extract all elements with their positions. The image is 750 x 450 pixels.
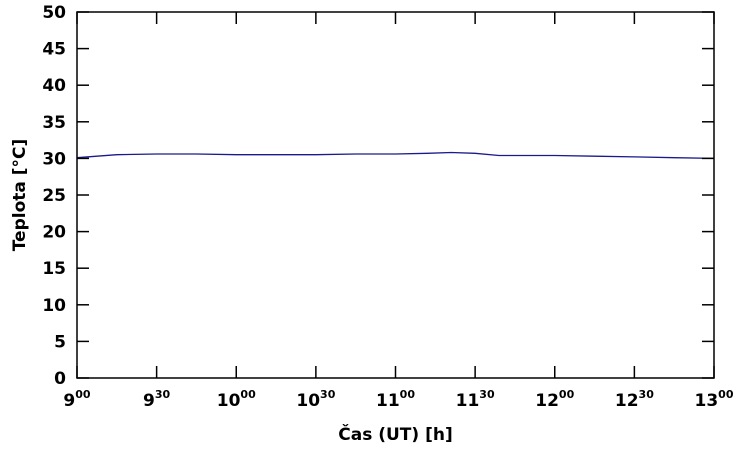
x-tick-label: 1130 bbox=[456, 388, 495, 411]
y-tick-label: 40 bbox=[42, 76, 66, 96]
y-tick-label: 25 bbox=[42, 186, 66, 206]
x-tick-hour: 9 bbox=[63, 391, 75, 411]
x-tick-minutes: 30 bbox=[155, 388, 171, 401]
x-tick-label: 1300 bbox=[695, 388, 734, 411]
x-tick-hour: 11 bbox=[376, 391, 400, 411]
x-tick-minutes: 00 bbox=[75, 388, 91, 401]
x-tick-label: 1000 bbox=[217, 388, 256, 411]
x-tick-minutes: 30 bbox=[639, 388, 655, 401]
x-tick-minutes: 30 bbox=[320, 388, 336, 401]
x-tick-hour: 10 bbox=[296, 391, 320, 411]
y-tick-label: 0 bbox=[54, 369, 66, 389]
x-tick-label: 930 bbox=[143, 388, 170, 411]
x-tick-minutes: 00 bbox=[240, 388, 256, 401]
series-layer bbox=[76, 151, 715, 160]
x-tick-hour: 12 bbox=[615, 391, 639, 411]
y-tick-label: 30 bbox=[42, 149, 66, 169]
x-tick-label: 1100 bbox=[376, 388, 415, 411]
x-tick-minutes: 00 bbox=[718, 388, 734, 401]
x-tick-label: 1230 bbox=[615, 388, 654, 411]
y-axis-title: Teplota [°C] bbox=[10, 139, 30, 252]
x-tick-label: 900 bbox=[63, 388, 90, 411]
x-tick-hour: 13 bbox=[695, 391, 719, 411]
series-line bbox=[76, 151, 715, 160]
y-tick-label: 45 bbox=[42, 40, 66, 60]
x-tick-minutes: 30 bbox=[479, 388, 495, 401]
plot-frame bbox=[76, 11, 715, 379]
x-axis: 900 930 1000 1030 1100 1130 1200 1230 1300 bbox=[63, 12, 734, 411]
y-tick-label: 20 bbox=[42, 223, 66, 243]
x-tick-label: 1030 bbox=[296, 388, 335, 411]
y-tick-label: 10 bbox=[42, 296, 66, 316]
y-tick-label: 35 bbox=[42, 113, 66, 133]
x-tick-hour: 10 bbox=[217, 391, 241, 411]
x-tick-hour: 11 bbox=[456, 391, 480, 411]
y-axis: 0 5 10 15 20 25 30 35 40 45 50 bbox=[42, 3, 714, 389]
x-tick-hour: 12 bbox=[535, 391, 559, 411]
x-tick-hour: 9 bbox=[143, 391, 155, 411]
x-tick-label: 1200 bbox=[535, 388, 574, 411]
y-tick-label: 15 bbox=[42, 259, 66, 279]
y-tick-label: 5 bbox=[54, 332, 66, 352]
x-tick-minutes: 00 bbox=[400, 388, 416, 401]
y-tick-label: 50 bbox=[42, 3, 66, 23]
x-tick-minutes: 00 bbox=[559, 388, 575, 401]
x-axis-title: Čas (UT) [h] bbox=[338, 423, 452, 445]
